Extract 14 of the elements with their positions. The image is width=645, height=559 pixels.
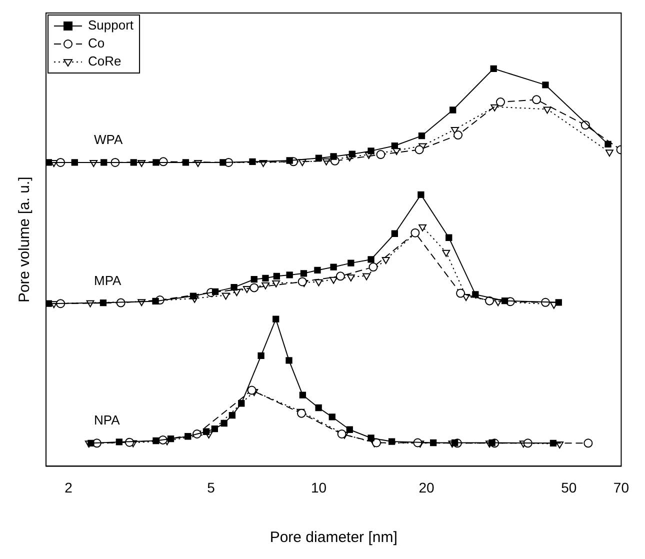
x-tick-label: 2 bbox=[64, 479, 73, 496]
x-tick-label: 50 bbox=[561, 479, 577, 496]
x-tick-label: 10 bbox=[310, 479, 327, 496]
x-tick-label: 20 bbox=[418, 479, 434, 496]
y-axis-title: Pore volume [a. u.] bbox=[16, 176, 34, 303]
legend-label: Support bbox=[88, 18, 134, 33]
annotation: MPA bbox=[94, 273, 122, 288]
annotation: WPA bbox=[94, 132, 123, 148]
legend-label: CoRe bbox=[88, 54, 122, 69]
x-tick-label: 5 bbox=[207, 479, 216, 496]
annotation: NPA bbox=[94, 412, 120, 428]
legend-label: Co bbox=[88, 36, 105, 51]
x-tick-label: 70 bbox=[613, 479, 630, 496]
x-axis-title: Pore diameter [nm] bbox=[270, 529, 398, 546]
